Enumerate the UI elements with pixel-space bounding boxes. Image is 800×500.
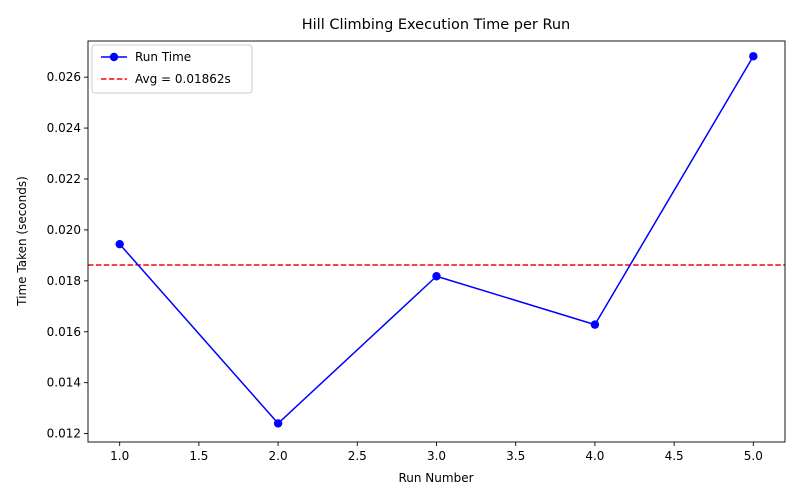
x-tick-label: 4.0 [585,449,604,463]
y-tick-label: 0.016 [47,325,81,339]
x-tick-label: 2.0 [269,449,288,463]
legend-swatch-run-time-marker [109,52,119,62]
y-axis-label: Time Taken (seconds) [15,176,29,307]
y-tick-label: 0.022 [47,172,81,186]
y-tick-label: 0.024 [47,121,81,135]
data-point-run-3 [432,272,441,281]
x-tick-label: 4.5 [665,449,684,463]
data-point-run-2 [273,419,283,428]
x-tick-label: 5.0 [744,449,763,463]
x-tick-label: 2.5 [348,449,367,463]
x-axis-label: Run Number [398,471,473,485]
legend-box [91,44,253,94]
legend-label-run-time: Run Time [135,50,191,64]
data-point-run-1 [115,239,124,249]
x-tick-label: 1.0 [110,449,129,463]
y-tick-label: 0.014 [47,376,81,390]
plot-area [88,52,785,428]
y-tick-label: 0.018 [47,274,81,288]
x-tick-label: 3.5 [506,449,525,463]
y-tick-label: 0.026 [47,70,81,84]
data-point-run-4 [590,320,600,329]
y-tick-label: 0.020 [47,223,81,237]
legend: Run Time Avg = 0.01862s [91,44,253,94]
chart-title: Hill Climbing Execution Time per Run [302,17,571,33]
axes: 1.0 1.5 2.0 2.5 3.0 3.5 4.0 4.5 5.0 0.012 0.014 0.0… [47,40,786,463]
data-point-run-5 [749,52,758,61]
x-tick-label: 1.5 [189,449,208,463]
legend-label-average: Avg = 0.01862s [135,72,231,86]
y-tick-label: 0.012 [47,427,81,441]
x-tick-label: 3.0 [427,449,446,463]
